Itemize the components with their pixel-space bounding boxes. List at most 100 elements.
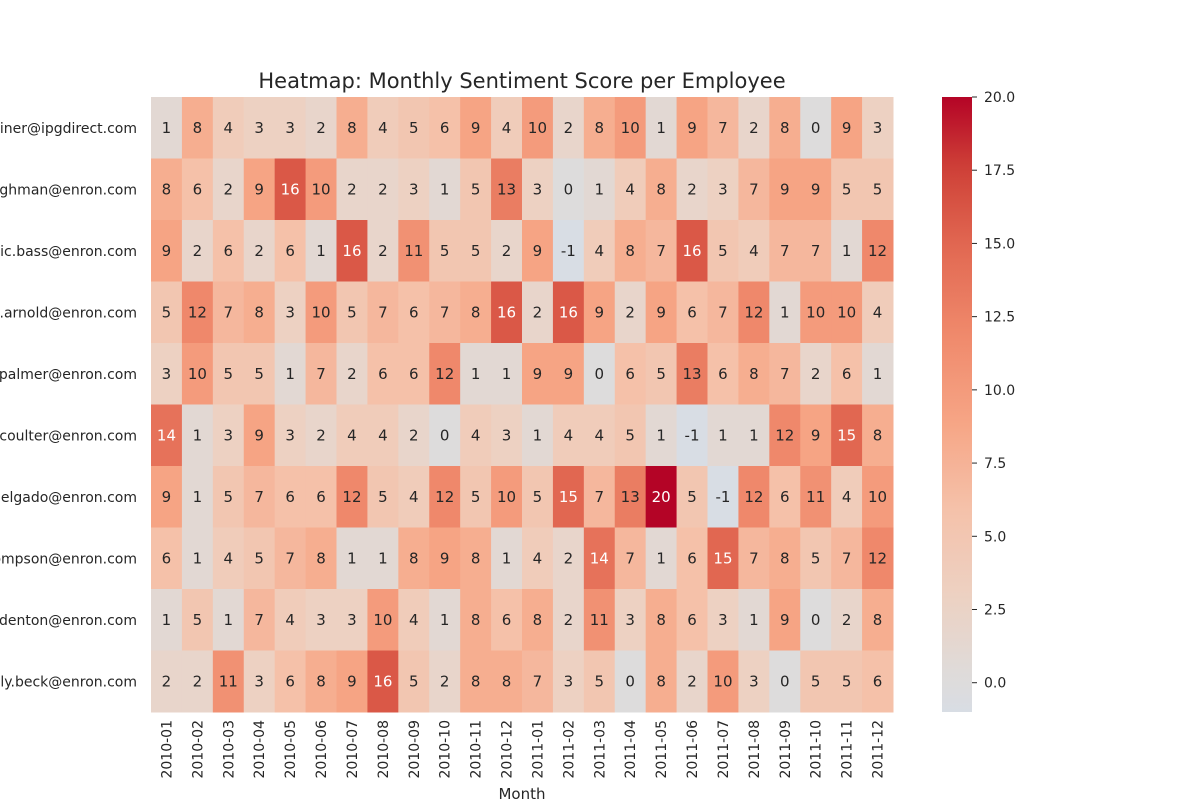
heatmap-cell [583,404,616,467]
heatmap-cell [491,158,523,221]
heatmap-cell [336,589,368,651]
cell-value-label: 7 [780,365,790,383]
heatmap-cell [274,343,307,405]
heatmap-cell [522,343,554,405]
cell-value-label: 12 [868,242,887,260]
y-tick-label: ic.bass@enron.com [0,244,137,260]
cell-value-label: 7 [718,303,728,321]
cell-value-label: 10 [311,303,330,321]
cell-value-label: 2 [162,672,172,690]
cell-value-label: 7 [254,488,264,506]
heatmap-cell [522,158,554,221]
heatmap-cell [676,404,708,467]
heatmap-cell [614,650,647,713]
heatmap-cell [460,589,492,651]
cell-value-label: 10 [497,488,516,506]
heatmap-cell [769,220,801,282]
heatmap-cell [769,343,801,405]
cell-value-label: 8 [595,119,605,137]
heatmap-cell [398,220,430,282]
y-tick-label: lly.beck@enron.com [0,674,137,690]
heatmap-cell [398,343,430,405]
cell-value-label: 16 [281,180,300,198]
heatmap-cell [738,220,770,282]
heatmap-cell [583,281,616,344]
cell-value-label: 3 [533,180,543,198]
cell-value-label: 9 [162,488,172,506]
heatmap-cell [491,343,523,405]
heatmap-cell [676,466,708,528]
heatmap-cell [831,97,863,159]
heatmap-cell [367,220,399,282]
cell-value-label: 16 [497,303,516,321]
cell-value-label: 5 [347,303,357,321]
heatmap-cell [831,281,863,344]
heatmap-cell [738,97,770,159]
heatmap-cell [862,343,894,405]
heatmap-cell [243,158,276,221]
x-tick-label: 2011-11 [840,720,856,779]
cell-value-label: 5 [811,549,821,567]
cell-value-label: 1 [749,426,759,444]
heatmap-cell [367,589,399,651]
cell-value-label: 10 [806,303,825,321]
heatmap-cell [522,97,554,159]
colorbar-tick-label: 17.5 [984,163,1015,179]
heatmap-cell [583,466,616,528]
heatmap-cell [738,404,770,467]
heatmap-cell [305,404,337,467]
heatmap-cell [614,97,647,159]
heatmap-cell [769,158,801,221]
cell-value-label: 2 [224,180,234,198]
cell-value-label: 4 [471,426,481,444]
heatmap-cell [243,589,276,651]
cell-value-label: 7 [842,549,852,567]
heatmap-cell [862,158,894,221]
cell-value-label: 6 [162,549,172,567]
heatmap-cell [367,404,399,467]
cell-value-label: 1 [162,611,172,629]
x-tick-label: 2010-08 [376,720,392,779]
heatmap-cell [243,281,276,344]
cell-value-label: 1 [780,303,790,321]
cell-value-label: 6 [224,242,234,260]
heatmap-cell [151,527,183,590]
cell-value-label: 2 [316,426,326,444]
cell-value-label: 14 [157,426,176,444]
cell-value-label: 1 [595,180,605,198]
heatmap-cells: 1 8 4 3 3 2 8 4 5 6 9 4 10 2 8 10 1 9 7 2 8 0 9 38 6 2 9 16 10 2 2 3 1 5 1… [151,97,894,713]
cell-value-label: 0 [564,180,574,198]
heatmap-cell [212,158,245,221]
heatmap-cell [769,650,801,713]
cell-value-label: 8 [409,549,419,567]
cell-value-label: 2 [378,180,388,198]
cell-value-label: 1 [193,488,203,506]
heatmap-cell [676,220,708,282]
cell-value-label: 3 [162,365,172,383]
cell-value-label: 3 [254,119,264,137]
heatmap-cell [398,281,430,344]
heatmap-cell [707,527,739,590]
cell-value-label: 8 [780,549,790,567]
heatmap-cell [491,589,523,651]
heatmap-cell [583,527,616,590]
cell-value-label: 2 [502,242,512,260]
cell-value-label: 3 [564,672,574,690]
colorbar-tick-label: 10.0 [984,383,1015,399]
cell-value-label: 9 [162,242,172,260]
heatmap-cell [707,589,739,651]
heatmap-cell [336,404,368,467]
cell-value-label: 9 [533,242,543,260]
cell-value-label: 1 [347,549,357,567]
heatmap-cell [151,589,183,651]
x-tick-label: 2011-06 [685,720,701,779]
cell-value-label: 1 [440,180,450,198]
y-tick-label: .arnold@enron.com [0,305,137,321]
heatmap-cell [429,97,461,159]
cell-value-label: 8 [316,672,326,690]
cell-value-label: 2 [193,672,203,690]
cell-value-label: 7 [749,180,759,198]
x-tick-label: 2011-02 [561,720,577,779]
cell-value-label: 2 [842,611,852,629]
cell-value-label: 4 [533,549,543,567]
